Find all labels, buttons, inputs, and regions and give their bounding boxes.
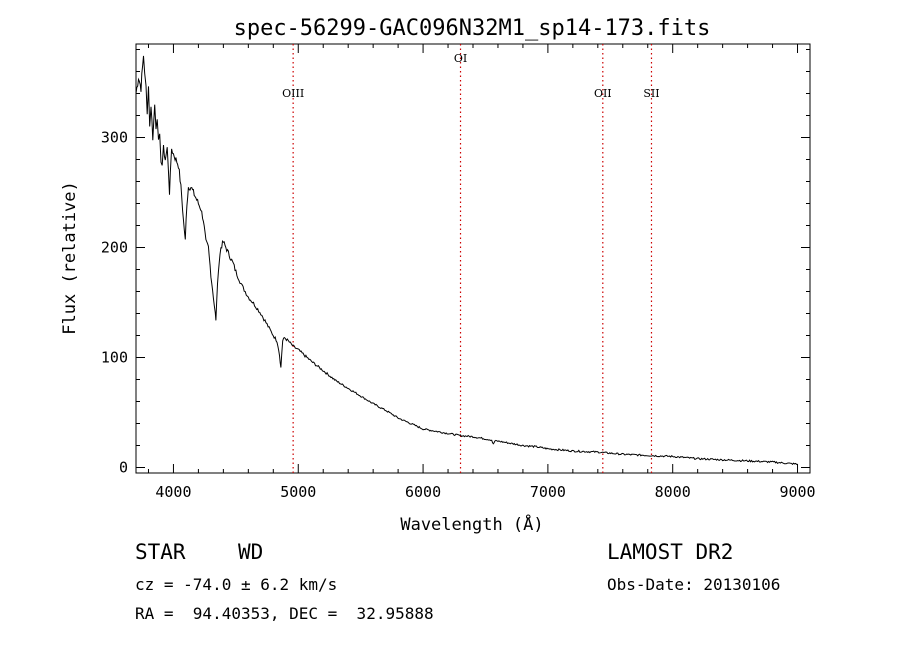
object-subclass: WD <box>238 540 264 564</box>
ra-dec-coordinates: RA = 94.40353, DEC = 32.95888 <box>135 604 434 623</box>
observation-date: Obs-Date: 20130106 <box>607 575 781 594</box>
x-axis-label: Wavelength (Å) <box>400 513 543 535</box>
y-tick-label: 0 <box>119 459 128 477</box>
y-tick-label: 100 <box>101 349 128 367</box>
plot-frame <box>135 43 811 474</box>
spectrum-line <box>135 55 798 466</box>
emission-line-label: SII <box>643 87 659 100</box>
chart-title: spec-56299-GAC096N32M1_sp14-173.fits <box>234 16 711 41</box>
x-tick-label: 5000 <box>280 483 316 501</box>
emission-line-label: OI <box>454 52 467 65</box>
y-tick-label: 300 <box>101 129 128 147</box>
emission-line-label: OIII <box>282 87 304 100</box>
redshift-cz: cz = -74.0 ± 6.2 km/s <box>135 575 338 594</box>
y-axis-label: Flux (relative) <box>60 181 80 335</box>
object-class: STAR <box>135 540 186 564</box>
x-tick-label: 8000 <box>655 483 691 501</box>
survey-name: LAMOST DR2 <box>607 540 734 564</box>
emission-line-markers: OIII OI OII SII <box>282 44 660 473</box>
x-tick-label: 9000 <box>779 483 815 501</box>
x-tick-label: 4000 <box>155 483 191 501</box>
y-tick-label: 200 <box>101 239 128 257</box>
x-tick-label: 7000 <box>530 483 566 501</box>
emission-line-label: OII <box>594 87 612 100</box>
axis-ticks: 4000 5000 6000 7000 8000 9000 0 100 200 300 <box>101 44 816 501</box>
x-tick-label: 6000 <box>405 483 441 501</box>
